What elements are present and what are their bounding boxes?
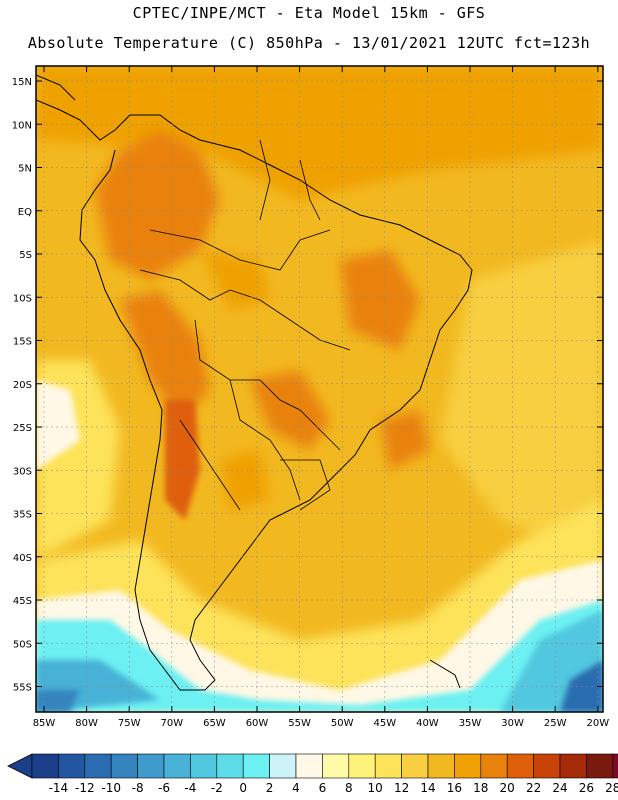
map-frame	[35, 65, 604, 713]
latitude-label: EQ	[18, 207, 32, 218]
colorbar-tick-label: 26	[579, 781, 594, 795]
colorbar-segment	[480, 753, 508, 779]
colorbar-tick-label: -10	[101, 781, 121, 795]
longitude-label: 20W	[586, 718, 609, 729]
colorbar-tick-label: 2	[266, 781, 274, 795]
axis-ticks	[36, 66, 603, 712]
colorbar-tick-label: 10	[368, 781, 383, 795]
longitude-label: 35W	[459, 718, 482, 729]
colorbar-segment	[216, 753, 244, 779]
colorbar-segment	[58, 753, 86, 779]
colorbar-segment	[190, 753, 218, 779]
colorbar-segment	[348, 753, 376, 779]
latitude-label: 10S	[13, 293, 32, 304]
colorbar-tick-label: -8	[132, 781, 144, 795]
latitude-label: 45S	[13, 596, 32, 607]
latitude-label: 40S	[13, 553, 32, 564]
colorbar-segment	[110, 753, 138, 779]
latitude-label: 15S	[13, 337, 32, 348]
colorbar-tick-label: 14	[420, 781, 435, 795]
colorbar-tick-label: 28	[605, 781, 618, 795]
colorbar-tick-label: -12	[75, 781, 95, 795]
latitude-label: 5S	[19, 250, 32, 261]
colorbar-tick-label: 20	[500, 781, 515, 795]
colorbar-tick-label: 4	[292, 781, 300, 795]
longitude-label: 30W	[501, 718, 524, 729]
temperature-field	[36, 66, 603, 712]
colorbar-tick-label: -2	[211, 781, 223, 795]
latitude-label: 55S	[13, 683, 32, 694]
colorbar-segment	[295, 753, 323, 779]
colorbar-segment	[612, 753, 618, 779]
colorbar-tick-label: -4	[184, 781, 196, 795]
colorbar-segment	[506, 753, 534, 779]
longitude-label: 60W	[246, 718, 269, 729]
colorbar-low-arrow	[7, 753, 33, 779]
colorbar-tick-label: -6	[158, 781, 170, 795]
latitude-label: 10N	[12, 120, 32, 131]
colorbar-segment	[242, 753, 270, 779]
longitude-label: 45W	[373, 718, 396, 729]
colorbar-segment	[137, 753, 165, 779]
colorbar-segment	[163, 753, 191, 779]
coastline	[36, 74, 473, 691]
latitude-label: 25S	[13, 423, 32, 434]
longitude-axis-labels: 85W 80W 75W 70W 65W 60W 55W 50W 45W 40W 35W 30W 25W 2…	[33, 718, 610, 729]
longitude-label: 55W	[288, 718, 311, 729]
colorbar-tick-label: 12	[394, 781, 409, 795]
longitude-label: 85W	[33, 718, 56, 729]
colorbar-segment	[427, 753, 455, 779]
temperature-colorbar	[7, 753, 618, 779]
latitude-label: 30S	[13, 466, 32, 477]
colorbar-segment	[31, 753, 59, 779]
longitude-label: 80W	[75, 718, 98, 729]
colorbar-tick-label: 16	[447, 781, 462, 795]
colorbar-tick-labels: -14 -12 -10 -8 -6 -4 -2 0 2 4 6 8 10 12 14 16 18 20 22 24 26…	[49, 781, 618, 795]
latitude-label: 35S	[13, 510, 32, 521]
longitude-label: 25W	[544, 718, 567, 729]
country-borders	[139, 139, 351, 511]
map-title-line1: CPTEC/INPE/MCT - Eta Model 15km - GFS	[132, 4, 486, 22]
latitude-axis-labels: 15N 10N 5N EQ 5S 10S 15S 20S 25S 30S 35S 40S 45S 50S 5…	[12, 77, 32, 694]
latitude-label: 50S	[13, 639, 32, 650]
colorbar-tick-label: 18	[473, 781, 488, 795]
colorbar-segment	[84, 753, 112, 779]
colorbar-segment	[559, 753, 587, 779]
colorbar-segment	[269, 753, 297, 779]
longitude-label: 65W	[203, 718, 226, 729]
colorbar-tick-label: -14	[49, 781, 69, 795]
longitude-label: 50W	[331, 718, 354, 729]
colorbar-tick-label: 22	[526, 781, 541, 795]
latitude-label: 20S	[13, 380, 32, 391]
latitude-label: 5N	[18, 164, 32, 175]
colorbar-segment	[586, 753, 614, 779]
map-title-line2: Absolute Temperature (C) 850hPa - 13/01/…	[27, 34, 591, 52]
colorbar-segment	[401, 753, 429, 779]
colorbar-segment	[322, 753, 350, 779]
colorbar-tick-label: 6	[319, 781, 327, 795]
colorbar-segment	[454, 753, 482, 779]
colorbar-tick-label: 24	[552, 781, 567, 795]
longitude-label: 70W	[160, 718, 183, 729]
colorbar-segment	[533, 753, 561, 779]
longitude-label: 75W	[118, 718, 141, 729]
longitude-label: 40W	[416, 718, 439, 729]
colorbar-tick-label: 0	[239, 781, 247, 795]
colorbar-segment	[374, 753, 402, 779]
colorbar-tick-label: 8	[345, 781, 353, 795]
latitude-label: 15N	[12, 77, 32, 88]
